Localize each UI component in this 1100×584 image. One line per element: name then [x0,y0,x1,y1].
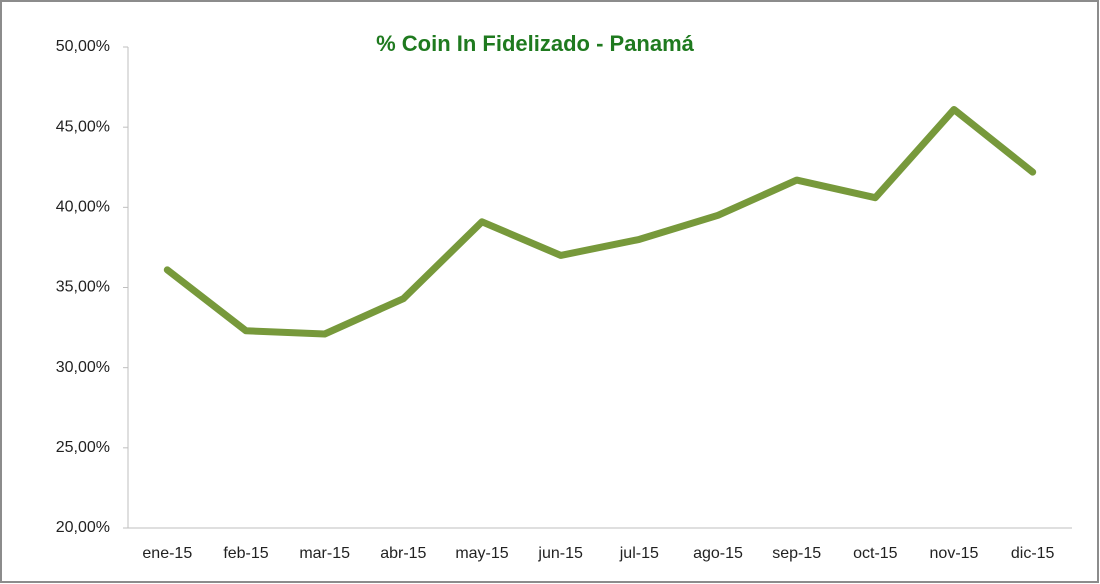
x-tick-label: sep-15 [772,545,821,562]
x-tick-label: jun-15 [537,545,583,562]
chart-title: % Coin In Fidelizado - Panamá [376,31,695,56]
y-tick-label: 25,00% [56,439,110,456]
y-tick-label: 40,00% [56,199,110,216]
x-tick-label: may-15 [455,545,508,562]
x-tick-label: abr-15 [380,545,426,562]
x-tick-label: ago-15 [693,545,743,562]
y-tick-label: 45,00% [56,118,110,135]
y-tick-label: 35,00% [56,279,110,296]
x-tick-label: oct-15 [853,545,898,562]
x-tick-label: dic-15 [1011,545,1055,562]
y-tick-label: 30,00% [56,359,110,376]
x-tick-label: jul-15 [619,545,659,562]
data-line [163,106,1037,338]
x-tick-label: mar-15 [299,545,350,562]
x-tick-label: ene-15 [142,545,192,562]
x-tick-label: feb-15 [223,545,268,562]
x-tick-label: nov-15 [930,545,979,562]
y-tick-label: 50,00% [56,38,110,55]
y-tick-label: 20,00% [56,519,110,536]
